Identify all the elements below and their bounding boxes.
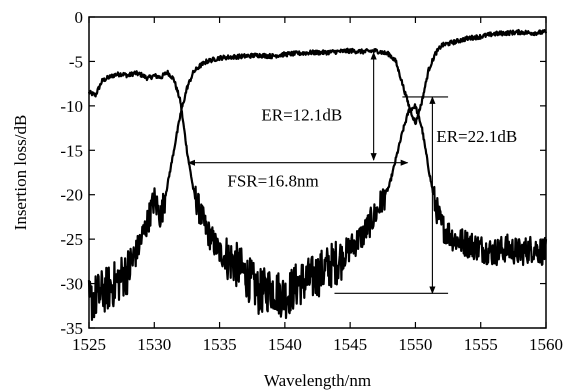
y-tick-label: -30 bbox=[60, 275, 83, 294]
er1-label: ER=12.1dB bbox=[261, 106, 342, 125]
x-tick-label: 1535 bbox=[203, 335, 237, 354]
er2-label-background bbox=[434, 126, 520, 148]
fsr-label-background bbox=[225, 170, 321, 192]
fsr-label: FSR=16.8nm bbox=[227, 171, 318, 190]
chart-annotations: ER=12.1dB ER=22.1dB FSR=16.8nm bbox=[187, 51, 520, 295]
er1-label-background bbox=[259, 104, 345, 126]
x-axis-ticks: 1525 1530 1535 1540 1545 1550 1555 1560 bbox=[72, 17, 563, 354]
series-trace-1 bbox=[87, 69, 548, 320]
x-tick-label: 1540 bbox=[268, 335, 302, 354]
y-tick-label: 0 bbox=[75, 8, 84, 27]
y-tick-label: -20 bbox=[60, 186, 83, 205]
er2-label: ER=22.1dB bbox=[436, 127, 517, 146]
x-tick-label: 1545 bbox=[333, 335, 367, 354]
x-tick-label: 1530 bbox=[137, 335, 171, 354]
x-tick-label: 1525 bbox=[72, 335, 106, 354]
x-tick-label: 1555 bbox=[464, 335, 498, 354]
y-axis-ticks: 0 -5 -10 -15 -20 -25 -30 -35 bbox=[60, 8, 546, 338]
series-trace-2 bbox=[87, 28, 548, 321]
y-tick-label: -35 bbox=[60, 319, 83, 338]
y-tick-label: -15 bbox=[60, 141, 83, 160]
y-axis-label: Insertion loss/dB bbox=[11, 115, 30, 231]
chart-traces bbox=[87, 28, 548, 321]
x-tick-label: 1560 bbox=[529, 335, 563, 354]
y-tick-label: -5 bbox=[69, 52, 83, 71]
x-axis-label: Wavelength/nm bbox=[264, 371, 371, 390]
plot-frame bbox=[88, 16, 547, 329]
y-tick-label: -25 bbox=[60, 230, 83, 249]
y-tick-label: -10 bbox=[60, 97, 83, 116]
x-tick-label: 1550 bbox=[398, 335, 432, 354]
